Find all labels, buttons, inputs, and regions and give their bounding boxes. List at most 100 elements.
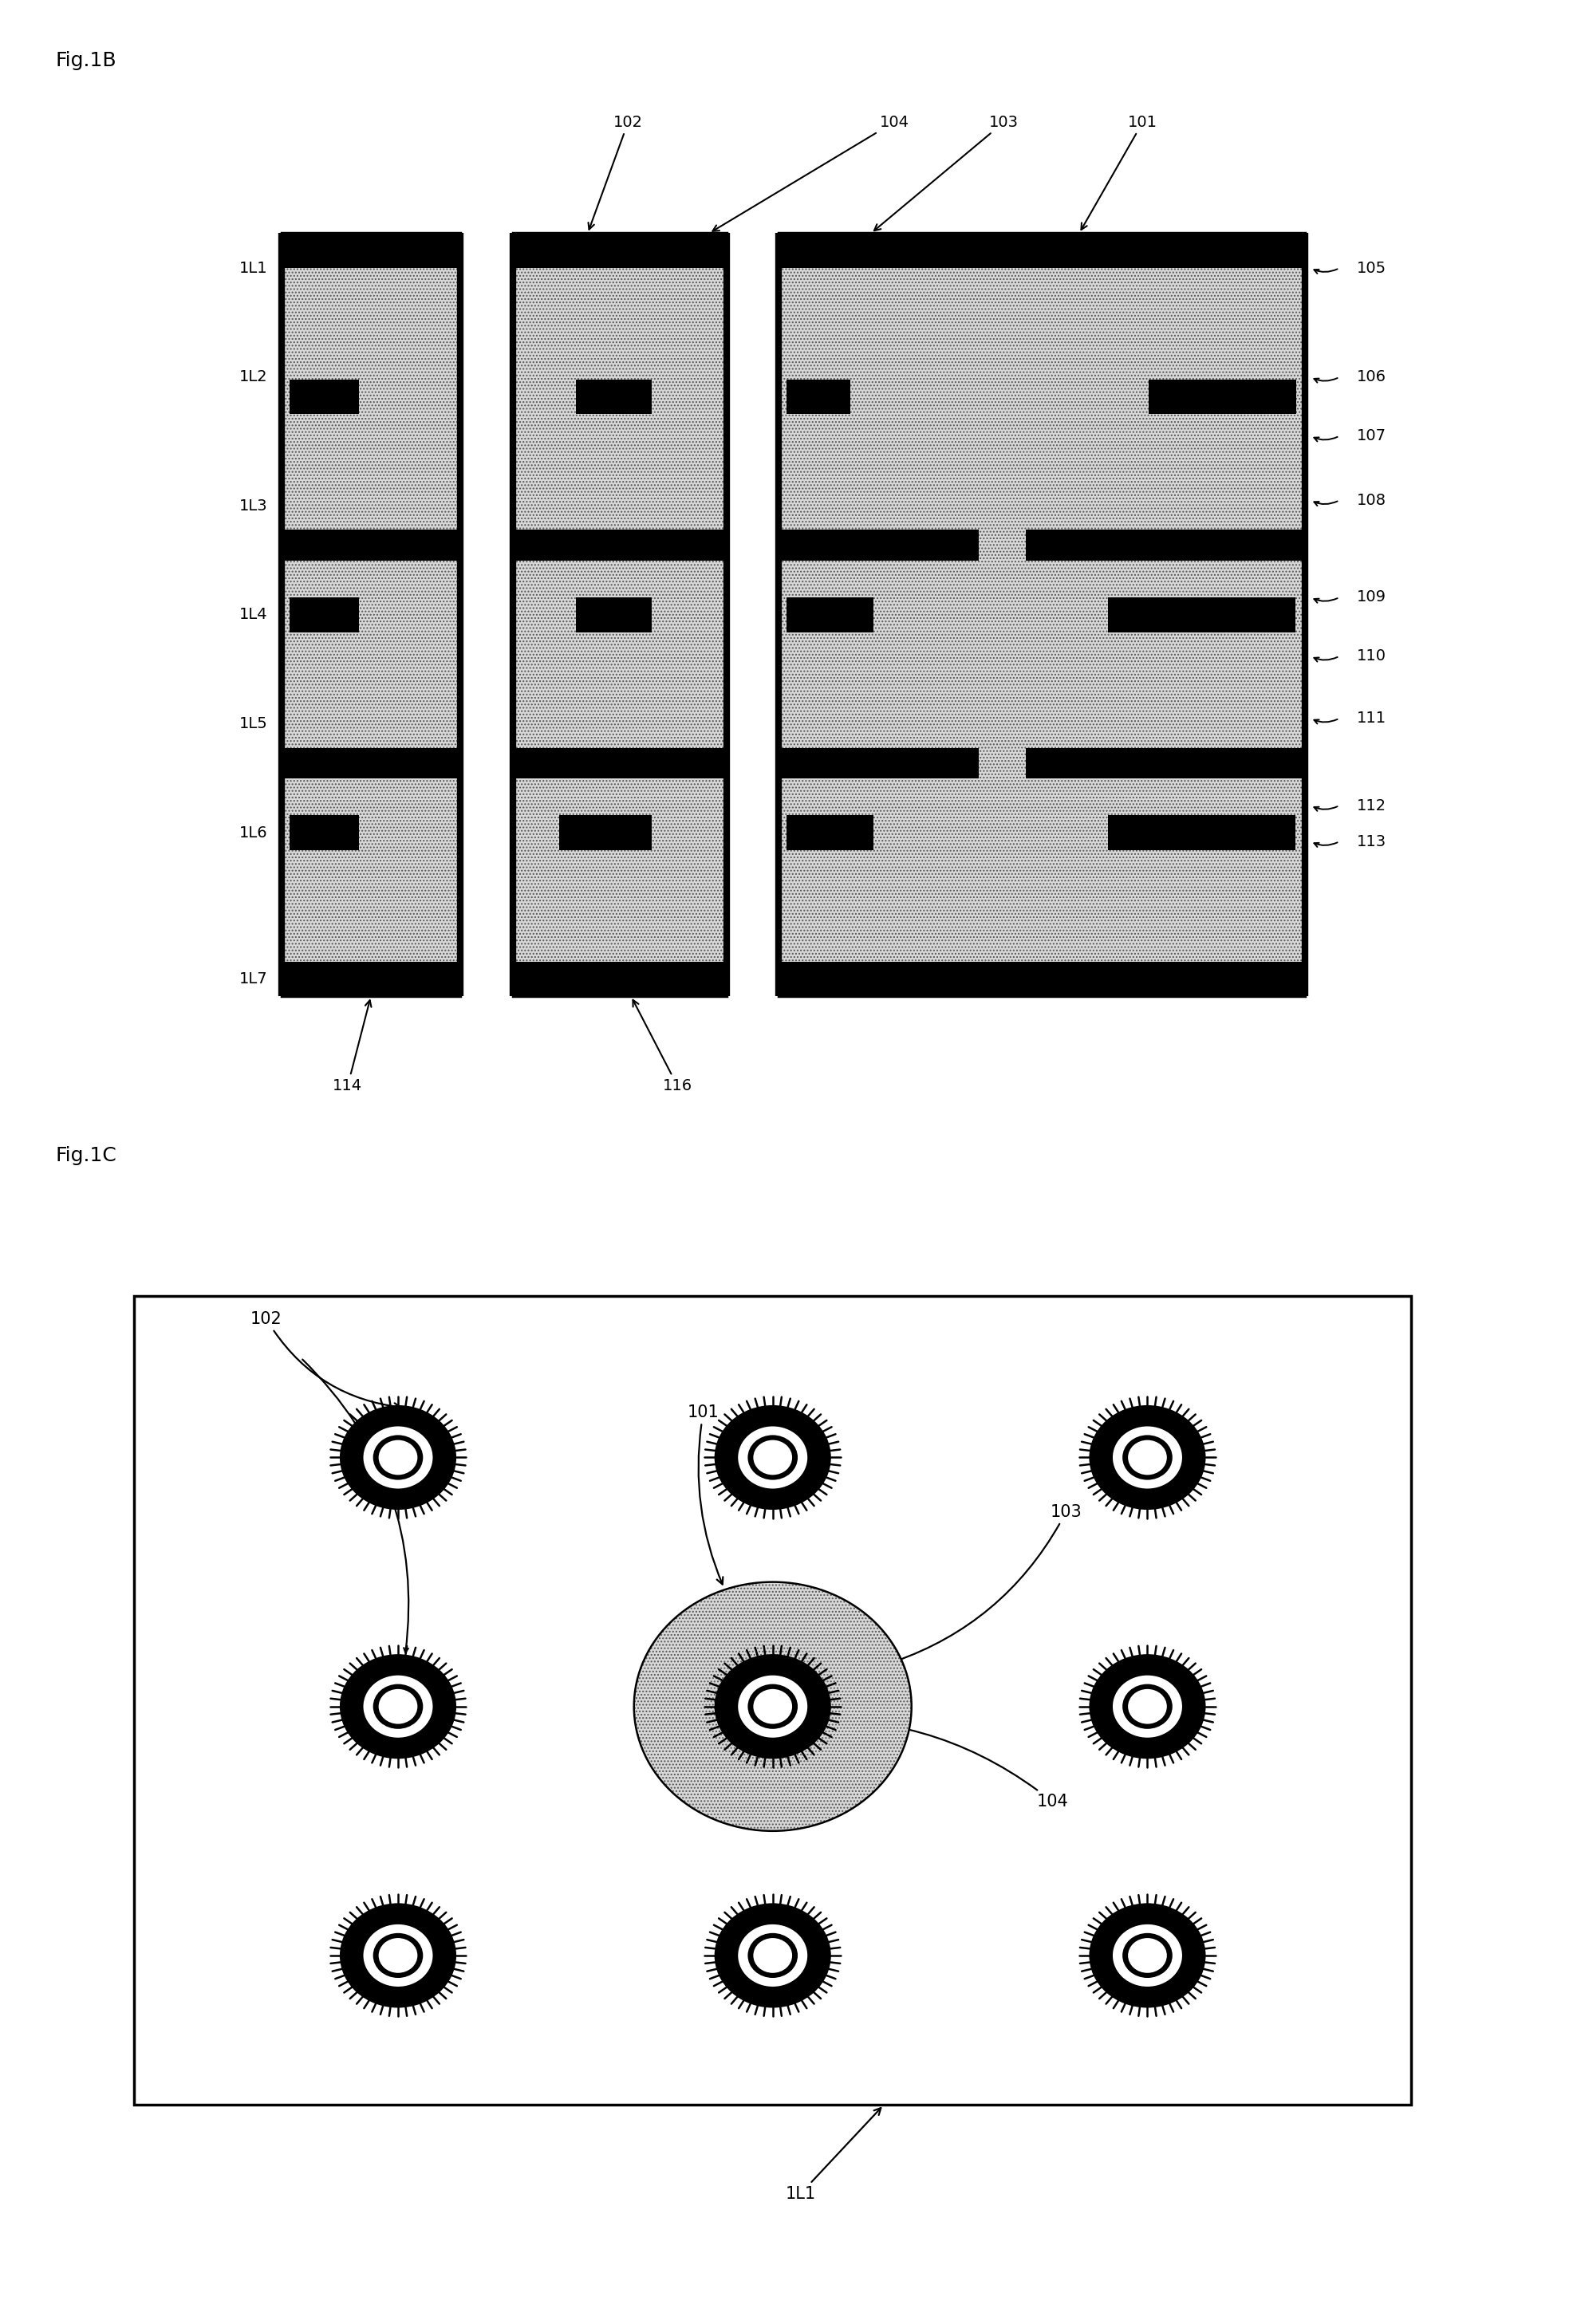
Bar — [779, 962, 1304, 997]
Bar — [787, 597, 874, 632]
Circle shape — [754, 1938, 792, 1973]
Circle shape — [339, 1406, 456, 1511]
Circle shape — [714, 1903, 831, 2008]
Text: 111: 111 — [1356, 711, 1386, 725]
Text: 114: 114 — [333, 999, 371, 1092]
Circle shape — [378, 1938, 418, 1973]
Circle shape — [1123, 1685, 1172, 1729]
Circle shape — [339, 1655, 456, 1759]
Bar — [281, 232, 460, 997]
Bar — [779, 232, 1304, 267]
Circle shape — [1123, 1934, 1172, 1978]
Text: 104: 104 — [793, 1717, 1068, 1810]
Text: 109: 109 — [1356, 590, 1386, 604]
Bar — [281, 232, 460, 267]
Circle shape — [1128, 1441, 1167, 1476]
Text: 1L1: 1L1 — [240, 260, 268, 277]
Text: 106: 106 — [1356, 370, 1386, 386]
Text: 101: 101 — [1082, 114, 1158, 230]
Bar — [1109, 816, 1295, 851]
Bar — [558, 816, 651, 851]
Circle shape — [714, 1406, 831, 1511]
Circle shape — [747, 1685, 798, 1729]
Bar — [779, 232, 1304, 997]
Circle shape — [1128, 1690, 1167, 1724]
Circle shape — [754, 1690, 792, 1724]
Text: 1L3: 1L3 — [240, 497, 268, 514]
Circle shape — [1113, 1427, 1183, 1490]
Bar — [1148, 379, 1296, 414]
Text: 107: 107 — [1356, 428, 1386, 444]
Text: 1L7: 1L7 — [240, 971, 268, 985]
Circle shape — [374, 1934, 423, 1978]
Text: 102: 102 — [251, 1311, 401, 1411]
Circle shape — [738, 1924, 807, 1987]
Bar — [513, 232, 727, 997]
Bar — [1025, 530, 1304, 560]
Bar — [787, 379, 850, 414]
Bar — [281, 962, 460, 997]
Circle shape — [378, 1690, 418, 1724]
Text: 116: 116 — [632, 999, 692, 1092]
Text: Fig.1B: Fig.1B — [55, 51, 117, 70]
Text: 104: 104 — [713, 114, 908, 230]
Circle shape — [1113, 1924, 1183, 1987]
Text: 1L1: 1L1 — [785, 2108, 882, 2201]
Text: 1L2: 1L2 — [240, 370, 268, 386]
Text: 103: 103 — [894, 1504, 1082, 1662]
Circle shape — [634, 1583, 912, 1831]
Text: 1L6: 1L6 — [240, 825, 268, 841]
Bar — [779, 232, 1304, 997]
Bar — [513, 232, 727, 997]
Text: 1L5: 1L5 — [238, 716, 268, 732]
Bar — [134, 1297, 1411, 2106]
Bar — [576, 379, 651, 414]
Circle shape — [1090, 1655, 1206, 1759]
Bar — [281, 232, 460, 997]
Text: 112: 112 — [1356, 797, 1386, 813]
Circle shape — [363, 1676, 432, 1738]
Bar — [513, 232, 727, 997]
Text: 103: 103 — [874, 114, 1019, 230]
Bar — [281, 748, 460, 779]
Text: Fig.1C: Fig.1C — [55, 1146, 117, 1164]
Bar — [1109, 597, 1295, 632]
Bar — [281, 232, 460, 997]
Text: 105: 105 — [1356, 260, 1386, 277]
Circle shape — [374, 1685, 423, 1729]
Bar — [779, 748, 978, 779]
Circle shape — [714, 1655, 831, 1759]
Bar — [289, 597, 358, 632]
Circle shape — [339, 1903, 456, 2008]
Bar — [779, 530, 978, 560]
Bar — [779, 232, 1304, 997]
Bar — [289, 379, 358, 414]
Circle shape — [1090, 1406, 1206, 1511]
Text: 110: 110 — [1356, 648, 1386, 665]
Bar — [1025, 748, 1304, 779]
Circle shape — [754, 1441, 792, 1476]
Circle shape — [738, 1427, 807, 1490]
Circle shape — [363, 1924, 432, 1987]
Bar — [513, 748, 727, 779]
Circle shape — [378, 1441, 418, 1476]
Text: 1L4: 1L4 — [240, 607, 268, 623]
Circle shape — [374, 1436, 423, 1480]
Bar — [513, 232, 727, 267]
Text: 113: 113 — [1356, 834, 1386, 848]
Circle shape — [747, 1934, 798, 1978]
Circle shape — [1113, 1676, 1183, 1738]
Bar — [513, 530, 727, 560]
Bar — [513, 962, 727, 997]
Circle shape — [1090, 1903, 1206, 2008]
Circle shape — [747, 1436, 798, 1480]
Text: 101: 101 — [688, 1404, 722, 1585]
Bar — [787, 816, 874, 851]
Circle shape — [1123, 1436, 1172, 1480]
Text: 108: 108 — [1356, 493, 1386, 509]
Circle shape — [1128, 1938, 1167, 1973]
Circle shape — [363, 1427, 432, 1490]
Text: 102: 102 — [588, 114, 643, 230]
Bar — [289, 816, 358, 851]
Circle shape — [738, 1676, 807, 1738]
